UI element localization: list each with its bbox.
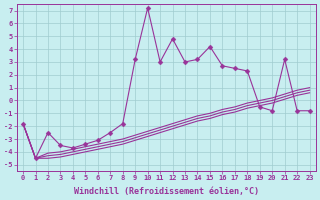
X-axis label: Windchill (Refroidissement éolien,°C): Windchill (Refroidissement éolien,°C) [74,187,259,196]
